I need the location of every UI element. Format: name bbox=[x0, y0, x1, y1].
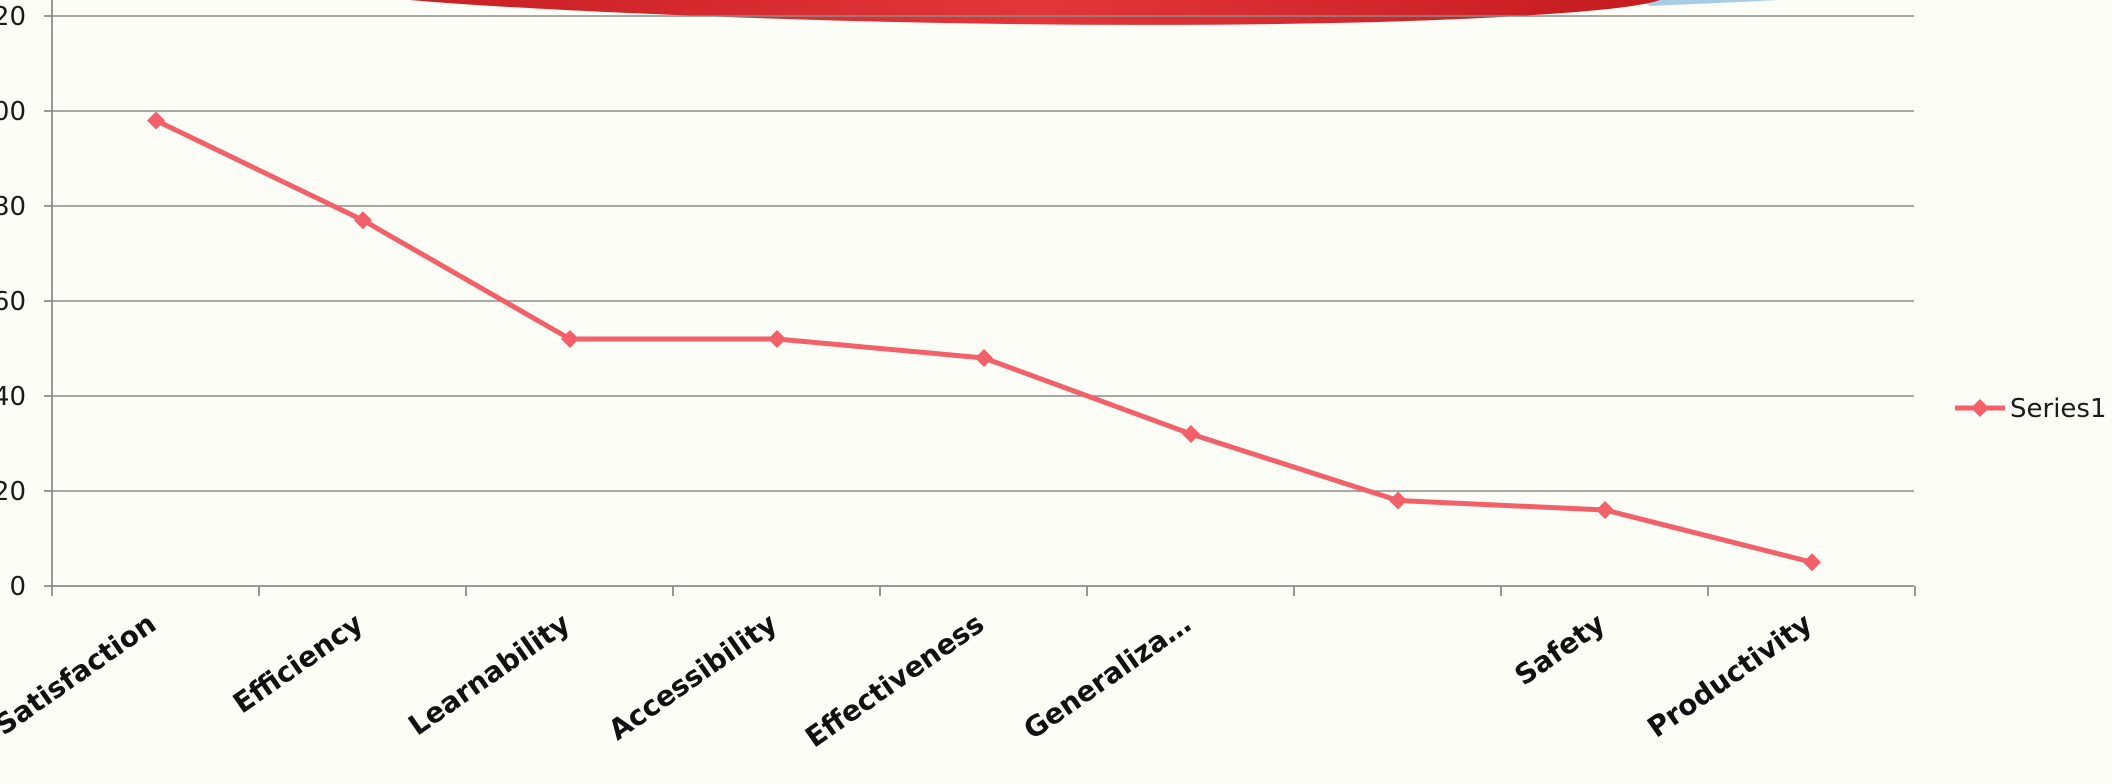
y-tick-label: 80 bbox=[0, 192, 26, 222]
data-point-marker bbox=[354, 211, 372, 230]
series-line-Series1 bbox=[154, 118, 1813, 565]
y-tick-labels: 0 20 40 60 80 00 20 bbox=[0, 2, 26, 602]
legend-diamond-marker bbox=[1971, 399, 1989, 417]
decorative-swoosh bbox=[410, 0, 1780, 25]
data-point-marker bbox=[147, 111, 165, 130]
x-tick-label: Generaliza… bbox=[1018, 607, 1197, 746]
decorative-red-swoosh bbox=[410, 0, 1660, 25]
legend: Series1 bbox=[1955, 394, 2107, 424]
data-point-marker bbox=[561, 330, 579, 348]
data-point-marker bbox=[1182, 425, 1200, 443]
x-tick-label: Productivity bbox=[1641, 607, 1818, 745]
x-tick-label: Accessibility bbox=[602, 607, 783, 747]
data-point-marker bbox=[1596, 501, 1614, 519]
axes bbox=[44, 0, 1916, 596]
gridlines bbox=[52, 15, 1914, 492]
data-point-marker bbox=[1389, 491, 1407, 510]
data-point-marker bbox=[768, 330, 786, 348]
y-tick-label: 60 bbox=[0, 287, 26, 317]
y-tick-label: 00 bbox=[0, 97, 26, 127]
data-point-marker bbox=[975, 349, 993, 367]
y-tick-label: 20 bbox=[0, 477, 26, 507]
y-tick-label: 40 bbox=[0, 382, 26, 412]
y-tick-label: 20 bbox=[0, 2, 26, 32]
legend-label: Series1 bbox=[2010, 394, 2107, 424]
x-tick-label: Safety bbox=[1509, 607, 1611, 692]
x-tick-label: Learnability bbox=[402, 607, 576, 742]
data-point-marker bbox=[1803, 553, 1821, 572]
decorative-blue-swoosh bbox=[1640, 0, 1780, 6]
x-tick-labels: Satisfaction Efficiency Learnability Access… bbox=[0, 607, 1818, 754]
x-tick-label: Effectiveness bbox=[799, 607, 990, 754]
y-tick-label: 0 bbox=[9, 572, 26, 602]
series-line bbox=[147, 111, 1821, 572]
x-tick-label: Efficiency bbox=[227, 607, 369, 720]
x-tick-label: Satisfaction bbox=[0, 607, 162, 742]
